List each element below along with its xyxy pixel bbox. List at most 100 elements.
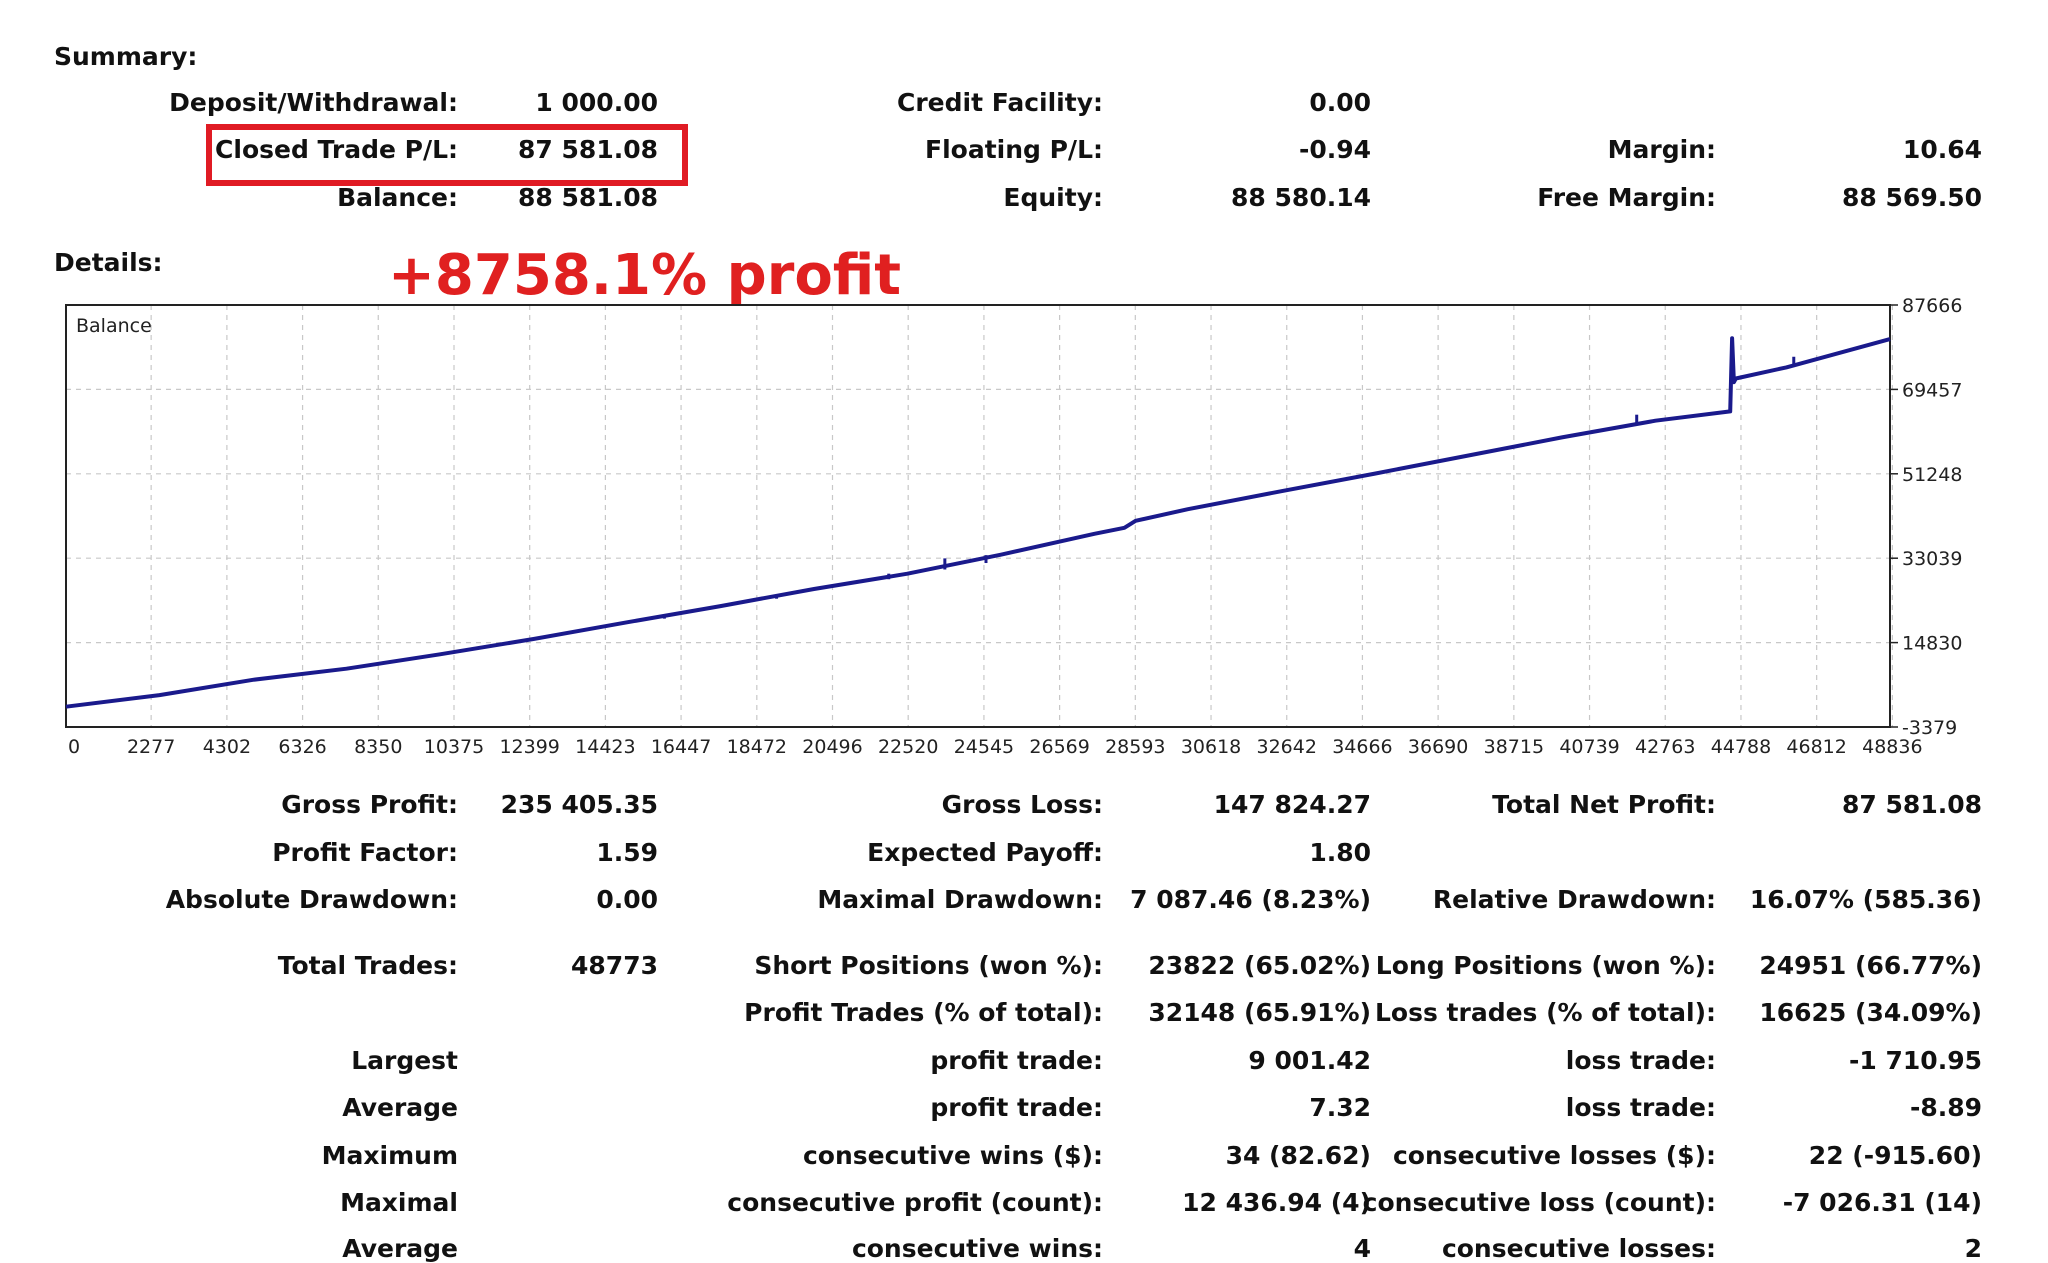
max-cons-losses-label: consecutive losses ($): <box>1392 1141 1716 1170</box>
y-axis-ticks: 87666 69457 51248 33039 14830 -3379 <box>1890 295 1962 739</box>
plot-frame <box>65 304 1891 728</box>
avg-cons-wins-value: 4 <box>1353 1234 1371 1263</box>
long-positions-label: Long Positions (won %): <box>1375 951 1716 980</box>
x-tick-label: 26569 <box>1029 736 1089 758</box>
free-margin-value: 88 569.50 <box>1842 183 1982 212</box>
x-tick-label: 48836 <box>1862 736 1922 758</box>
max-drawdown-value: 7 087.46 (8.23%) <box>1130 885 1371 914</box>
maximal-loss-value: -7 026.31 (14) <box>1782 1188 1982 1217</box>
y-tick-label: 69457 <box>1902 379 1962 401</box>
credit-value: 0.00 <box>1309 88 1371 117</box>
maximum-label: Maximum <box>321 1141 458 1170</box>
credit-label: Credit Facility: <box>896 88 1103 117</box>
long-positions-value: 24951 (66.77%) <box>1759 951 1982 980</box>
average-profit-value: 7.32 <box>1309 1093 1371 1122</box>
equity-label: Equity: <box>1003 183 1103 212</box>
maximal-profit-value: 12 436.94 (4) <box>1182 1188 1371 1217</box>
gross-profit-value: 235 405.35 <box>500 790 658 819</box>
x-tick-label: 4302 <box>203 736 251 758</box>
average-loss-label: loss trade: <box>1565 1093 1716 1122</box>
x-tick-label: 44788 <box>1711 736 1771 758</box>
x-tick-label: 10375 <box>424 736 484 758</box>
balance-chart: Balance 0 2277 4302 6326 8350 10375 12399 14423… <box>65 295 1962 758</box>
short-positions-value: 23822 (65.02%) <box>1148 951 1371 980</box>
x-tick-label: 38715 <box>1484 736 1544 758</box>
x-tick-label: 42763 <box>1635 736 1695 758</box>
average2-label: Average <box>342 1234 458 1263</box>
floating-value: -0.94 <box>1298 135 1371 164</box>
x-tick-label: 28593 <box>1105 736 1165 758</box>
avg-cons-losses-label: consecutive losses: <box>1441 1234 1716 1263</box>
maximal-label: Maximal <box>340 1188 458 1217</box>
chart-grid <box>66 304 1893 727</box>
total-trades-label: Total Trades: <box>277 951 458 980</box>
profit-trades-value: 32148 (65.91%) <box>1148 998 1371 1027</box>
y-tick-label: -3379 <box>1902 717 1957 739</box>
series-layer <box>65 336 1891 709</box>
x-tick-label: 2277 <box>127 736 175 758</box>
loss-trades-value: 16625 (34.09%) <box>1759 998 1982 1027</box>
total-net-label: Total Net Profit: <box>1492 790 1716 819</box>
loss-trades-label: Loss trades (% of total): <box>1374 998 1716 1027</box>
x-axis-ticks: 0 2277 4302 6326 8350 10375 12399 14423 16447 184… <box>68 736 1923 758</box>
x-tick-label: 22520 <box>878 736 938 758</box>
total-trades-value: 48773 <box>571 951 658 980</box>
largest-label: Largest <box>351 1046 458 1075</box>
average-label: Average <box>342 1093 458 1122</box>
expected-payoff-value: 1.80 <box>1309 838 1371 867</box>
x-tick-label: 40739 <box>1559 736 1619 758</box>
x-tick-label: 36690 <box>1408 736 1468 758</box>
y-tick-label: 51248 <box>1902 464 1962 486</box>
largest-loss-label: loss trade: <box>1565 1046 1716 1075</box>
x-tick-label: 34666 <box>1332 736 1392 758</box>
largest-profit-value: 9 001.42 <box>1248 1046 1371 1075</box>
maximal-profit-label: consecutive profit (count): <box>727 1188 1103 1217</box>
free-margin-label: Free Margin: <box>1537 183 1716 212</box>
max-cons-losses-value: 22 (-915.60) <box>1808 1141 1982 1170</box>
x-tick-label: 32642 <box>1257 736 1317 758</box>
deposit-value: 1 000.00 <box>535 88 658 117</box>
gross-loss-label: Gross Loss: <box>941 790 1103 819</box>
details-heading: Details: <box>54 248 163 277</box>
largest-loss-value: -1 710.95 <box>1849 1046 1982 1075</box>
total-net-value: 87 581.08 <box>1842 790 1982 819</box>
balance-value: 88 581.08 <box>518 183 658 212</box>
avg-cons-losses-value: 2 <box>1964 1234 1982 1263</box>
balance-label: Balance: <box>337 183 458 212</box>
x-tick-label: 20496 <box>802 736 862 758</box>
x-tick-label: 0 <box>68 736 80 758</box>
closed-pl-label: Closed Trade P/L: <box>215 135 458 164</box>
equity-value: 88 580.14 <box>1231 183 1371 212</box>
max-drawdown-label: Maximal Drawdown: <box>817 885 1103 914</box>
profit-factor-value: 1.59 <box>596 838 658 867</box>
rel-drawdown-value: 16.07% (585.36) <box>1749 885 1982 914</box>
abs-drawdown-label: Absolute Drawdown: <box>165 885 458 914</box>
balance-series-line <box>65 336 1891 709</box>
x-tick-label: 8350 <box>354 736 402 758</box>
average-profit-label: profit trade: <box>930 1093 1103 1122</box>
short-positions-label: Short Positions (won %): <box>754 951 1103 980</box>
maximal-loss-label: consecutive loss (count): <box>1362 1188 1716 1217</box>
abs-drawdown-value: 0.00 <box>596 885 658 914</box>
largest-profit-label: profit trade: <box>930 1046 1103 1075</box>
avg-cons-wins-label: consecutive wins: <box>851 1234 1103 1263</box>
x-tick-label: 12399 <box>499 736 559 758</box>
deposit-label: Deposit/Withdrawal: <box>169 88 458 117</box>
gross-loss-value: 147 824.27 <box>1213 790 1371 819</box>
average-loss-value: -8.89 <box>1909 1093 1982 1122</box>
margin-label: Margin: <box>1607 135 1716 164</box>
profit-annotation: +8758.1% profit <box>388 243 902 308</box>
expected-payoff-label: Expected Payoff: <box>867 838 1103 867</box>
y-tick-label: 33039 <box>1902 548 1962 570</box>
summary-heading: Summary: <box>54 42 198 71</box>
x-tick-label: 46812 <box>1786 736 1846 758</box>
margin-value: 10.64 <box>1902 135 1982 164</box>
x-tick-label: 18472 <box>727 736 787 758</box>
x-tick-label: 14423 <box>575 736 635 758</box>
x-tick-label: 24545 <box>954 736 1014 758</box>
x-tick-label: 30618 <box>1181 736 1241 758</box>
chart-title: Balance <box>76 315 152 337</box>
max-cons-wins-label: consecutive wins ($): <box>802 1141 1103 1170</box>
profit-trades-label: Profit Trades (% of total): <box>744 998 1103 1027</box>
closed-pl-value: 87 581.08 <box>518 135 658 164</box>
